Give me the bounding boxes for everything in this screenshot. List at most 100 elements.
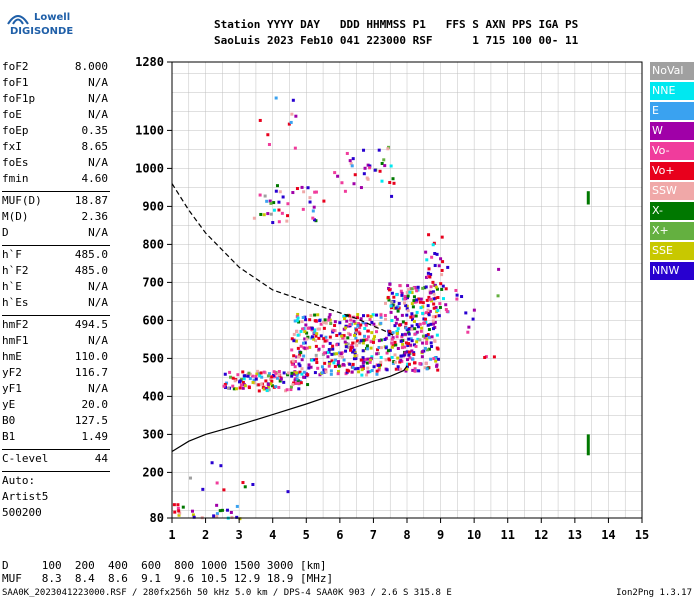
echo-point — [375, 369, 379, 373]
echo-point — [405, 313, 409, 317]
echo-point — [299, 329, 303, 333]
logo-line1: Lowell — [34, 12, 71, 23]
echo-point — [359, 339, 363, 343]
echo-point — [425, 258, 429, 262]
echo-point — [287, 122, 291, 126]
echo-point — [345, 319, 349, 323]
echo-point — [275, 376, 279, 380]
y-tick-label: 200 — [142, 465, 164, 479]
echo-point — [431, 319, 435, 323]
echo-point — [390, 319, 394, 323]
echo-point — [366, 366, 370, 370]
echo-point — [342, 358, 346, 362]
echo-point — [412, 351, 416, 355]
echo-point — [290, 337, 294, 341]
echo-point — [425, 298, 429, 302]
echo-point — [387, 298, 391, 302]
echo-point — [310, 335, 314, 339]
echo-point — [400, 346, 404, 350]
echo-point — [295, 319, 299, 323]
echo-point — [264, 379, 268, 383]
echo-point — [394, 306, 398, 310]
echo-point — [410, 312, 414, 316]
echo-point — [436, 368, 440, 372]
echo-point — [315, 361, 319, 365]
echo-point — [435, 363, 439, 367]
echo-point — [483, 355, 487, 359]
echo-point — [387, 288, 391, 292]
echo-point — [405, 290, 409, 294]
echo-point — [436, 296, 440, 300]
echo-point — [300, 367, 304, 371]
echo-point — [440, 287, 444, 291]
echo-point — [355, 316, 359, 320]
echo-point — [359, 365, 363, 369]
echo-point — [286, 214, 290, 218]
echo-point — [311, 216, 315, 220]
echo-point — [353, 341, 357, 345]
y-tick-label: 1280 — [135, 55, 164, 69]
echo-point — [233, 379, 237, 383]
echo-point — [333, 320, 337, 324]
echo-point — [350, 164, 354, 168]
echo-point — [396, 309, 400, 313]
echo-point — [264, 386, 268, 390]
echo-point — [407, 350, 411, 354]
echo-point — [377, 346, 381, 350]
echo-point — [277, 220, 281, 224]
echo-point — [426, 308, 430, 312]
echo-point — [454, 288, 458, 292]
echo-point — [369, 314, 373, 318]
echo-point — [407, 332, 411, 336]
echo-point — [425, 348, 429, 352]
echo-point — [455, 293, 459, 297]
echo-point — [390, 337, 394, 341]
echo-point — [295, 373, 299, 377]
echo-point — [421, 334, 425, 338]
echo-point — [390, 345, 394, 349]
echo-point — [380, 161, 384, 165]
echo-point — [405, 296, 409, 300]
echo-point — [322, 337, 326, 341]
param-row: B0 127.5 — [2, 414, 108, 430]
echo-point — [405, 350, 409, 354]
header-line1: Station YYYY DAY DDD HHMMSS P1 FFS S AXN… — [214, 18, 579, 31]
echo-point — [270, 379, 274, 383]
echo-point — [314, 319, 318, 323]
echo-point — [351, 362, 355, 366]
echo-point — [391, 336, 395, 340]
echo-point — [351, 341, 355, 345]
echo-point — [329, 322, 333, 326]
param-value: 4.60 — [81, 172, 109, 185]
param-value: N/A — [88, 76, 108, 89]
echo-point — [399, 339, 403, 343]
echo-point — [366, 314, 370, 318]
echo-point — [368, 358, 372, 362]
echo-point — [412, 295, 416, 299]
echo-point — [326, 355, 330, 359]
echo-point — [409, 337, 413, 341]
echo-point — [235, 515, 239, 519]
echo-point — [429, 297, 433, 301]
echo-point — [336, 360, 340, 364]
echo-point — [386, 349, 390, 353]
x-tick-label: 4 — [269, 528, 276, 542]
echo-point — [425, 340, 429, 344]
echo-point — [383, 164, 387, 168]
echo-point — [246, 374, 250, 378]
echo-point — [412, 314, 416, 318]
echo-point — [471, 317, 475, 321]
param-row: MUF(D) 18.87 — [2, 194, 108, 210]
echo-point — [312, 218, 316, 222]
echo-point — [310, 326, 314, 330]
echo-point — [241, 386, 245, 390]
echo-point — [362, 148, 366, 152]
echo-point — [282, 380, 286, 384]
y-tick-label: 1100 — [135, 123, 164, 137]
echo-point — [401, 342, 405, 346]
echo-point — [400, 354, 404, 358]
echo-point — [446, 265, 450, 269]
echo-point — [257, 389, 261, 393]
echo-point — [293, 378, 297, 382]
echo-point — [343, 317, 347, 321]
